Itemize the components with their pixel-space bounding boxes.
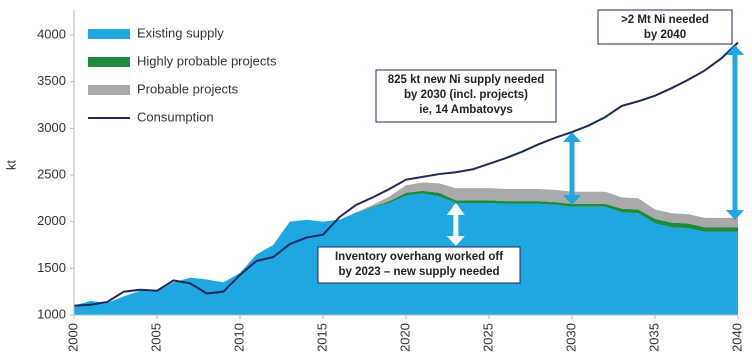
legend-label: Existing supply: [137, 25, 224, 40]
y-tick-label: 1500: [37, 260, 66, 275]
arrow-head: [563, 132, 581, 142]
x-tick-label: 2015: [314, 323, 329, 352]
y-tick-label: 3500: [37, 73, 66, 88]
y-tick-label: 2500: [37, 166, 66, 181]
annotation-box: [317, 246, 521, 284]
arrow-head: [446, 203, 465, 215]
annotation-text: by 2040: [644, 29, 686, 41]
legend-swatch: [88, 29, 130, 39]
x-tick-label: 2030: [563, 323, 578, 352]
annotation-box: [597, 9, 733, 45]
arrow-head: [726, 45, 744, 55]
line: [73, 41, 739, 307]
annotation-text: ie, 14 Ambatovys: [419, 104, 513, 116]
arrow-head: [563, 195, 581, 205]
y-tick-label: 4000: [37, 26, 66, 41]
y-tick-label: 1000: [37, 306, 66, 321]
legend-label: Probable projects: [137, 81, 239, 96]
x-tick-label: 2005: [148, 323, 163, 352]
arrow-head: [726, 210, 744, 220]
legend-swatch: [88, 85, 130, 95]
x-tick-label: 2040: [729, 323, 744, 352]
annotation-text: Inventory overhang worked off: [335, 251, 503, 263]
y-axis-label: kt: [3, 160, 18, 171]
annotation-text: by 2023 – new supply needed: [338, 266, 499, 278]
legend-swatch: [88, 57, 130, 67]
annotation-text: by 2030 (incl. projects): [404, 89, 528, 101]
x-tick-label: 2010: [231, 323, 246, 352]
legend-label: Highly probable projects: [137, 53, 277, 68]
arrow: [569, 142, 575, 195]
x-tick-label: 2000: [65, 323, 80, 352]
arrow: [732, 55, 738, 210]
x-tick-label: 2035: [646, 323, 661, 352]
annotation-text: >2 Mt Ni needed: [621, 14, 709, 26]
y-tick-label: 3000: [37, 120, 66, 135]
x-tick-label: 2025: [480, 323, 495, 352]
annotation-text: 825 kt new Ni supply needed: [388, 74, 545, 86]
y-tick-label: 2000: [37, 213, 66, 228]
annotation-box: [375, 69, 557, 123]
legend-label: Consumption: [137, 109, 214, 124]
x-tick-label: 2020: [397, 323, 412, 352]
arrow-head: [446, 236, 465, 246]
arrow: [453, 205, 459, 236]
